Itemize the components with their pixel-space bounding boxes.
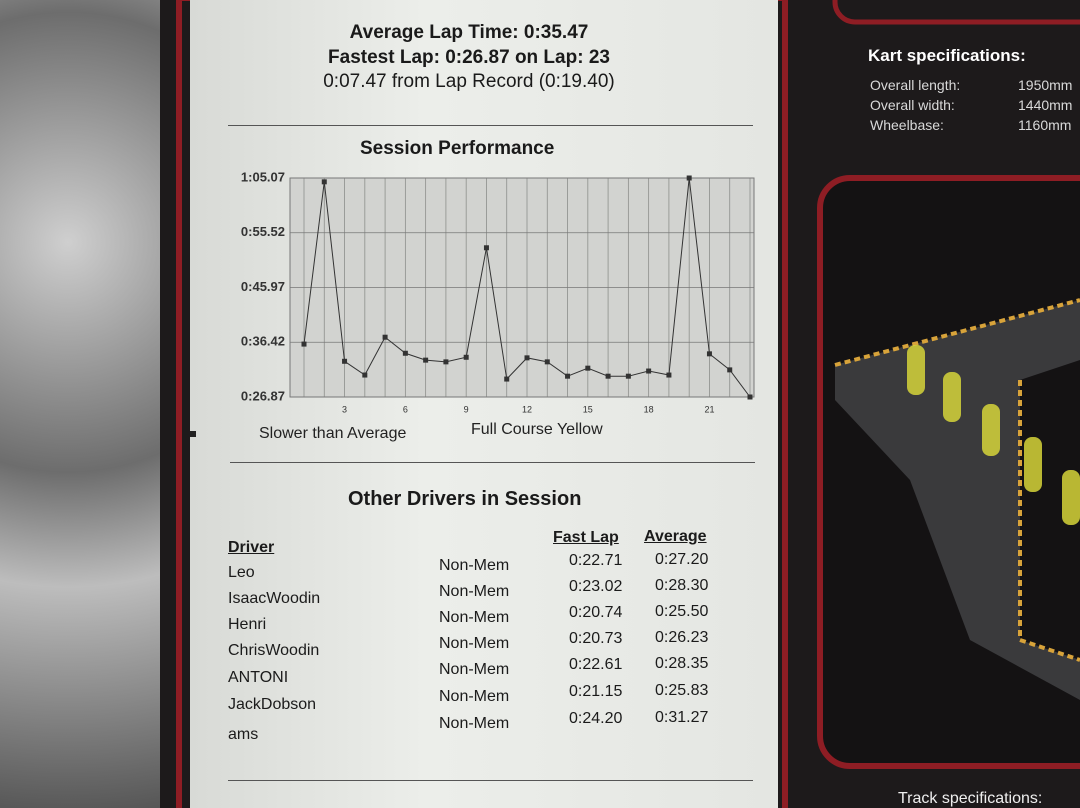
spec-label: Wheelbase:	[870, 117, 944, 133]
spec-value: 1950mm	[1018, 77, 1073, 93]
y-tick-label: 0:26.87	[241, 388, 285, 403]
membership: Non-Mem	[439, 688, 510, 705]
data-point	[706, 351, 712, 357]
average: 0:26.23	[655, 629, 709, 646]
fast-lap: 0:20.73	[569, 630, 623, 647]
data-point	[646, 368, 652, 374]
rule	[228, 780, 753, 781]
pillar	[1062, 470, 1080, 525]
fast-lap: 0:21.15	[569, 683, 623, 700]
average: 0:31.27	[655, 709, 709, 726]
rule	[230, 462, 755, 463]
x-tick-label: 6	[403, 404, 408, 414]
membership: Non-Mem	[439, 661, 510, 678]
driver-name: IsaacWoodin	[228, 590, 321, 607]
marker	[190, 431, 196, 437]
column-header: Driver	[228, 539, 275, 556]
data-point	[342, 358, 348, 364]
y-tick-label: 0:45.97	[241, 279, 285, 294]
column-header: Fast Lap	[553, 529, 619, 546]
pillar	[982, 404, 1000, 456]
y-tick-label: 0:55.52	[241, 224, 285, 239]
driver-name: Leo	[228, 564, 255, 581]
spec-label: Overall length:	[870, 77, 961, 93]
average: 0:28.30	[655, 577, 709, 594]
kart-title: Kart specifications:	[868, 46, 1026, 65]
data-point	[504, 376, 510, 382]
membership: Non-Mem	[439, 557, 510, 574]
driver-name: Henri	[228, 616, 267, 633]
data-point	[666, 372, 672, 378]
spec-label: Overall width:	[870, 97, 955, 113]
track-title: Track specifications:	[898, 790, 1043, 807]
data-point	[402, 350, 408, 356]
fastest-lap: Fastest Lap: 0:26.87 on Lap: 23	[328, 47, 610, 68]
paper	[190, 0, 778, 808]
data-point	[524, 355, 530, 361]
spec-value: 1440mm	[1018, 97, 1073, 113]
data-point	[686, 175, 692, 181]
fast-lap: 0:24.20	[569, 710, 623, 727]
data-point	[362, 372, 368, 378]
data-point	[565, 373, 571, 379]
x-tick-label: 21	[704, 404, 714, 414]
average: 0:27.20	[655, 551, 709, 568]
driver-name: JackDobson	[228, 696, 317, 713]
x-tick-label: 9	[464, 404, 469, 414]
membership: Non-Mem	[439, 609, 510, 626]
data-point	[382, 334, 388, 340]
pillar	[907, 345, 925, 395]
data-point	[544, 359, 550, 365]
chart-title: Session Performance	[360, 138, 555, 159]
track-graphic	[817, 0, 1080, 769]
membership: Non-Mem	[439, 715, 510, 732]
data-point	[747, 394, 753, 400]
driver-name: ANTONI	[228, 669, 289, 686]
legend-item: Slower than Average	[259, 425, 407, 442]
average: 0:28.35	[655, 655, 709, 672]
background	[0, 0, 170, 808]
lap-record: 0:07.47 from Lap Record (0:19.40)	[323, 71, 615, 92]
data-point	[321, 179, 327, 185]
x-tick-label: 12	[522, 404, 532, 414]
pillar	[1024, 437, 1042, 492]
data-point	[727, 367, 733, 373]
fast-lap: 0:22.71	[569, 552, 623, 569]
membership: Non-Mem	[439, 583, 510, 600]
average: 0:25.83	[655, 682, 709, 699]
driver-name: ams	[228, 726, 259, 743]
data-point	[443, 359, 449, 365]
y-tick-label: 1:05.07	[241, 169, 285, 184]
average-lap: Average Lap Time: 0:35.47	[349, 22, 589, 43]
pillar	[943, 372, 961, 422]
driver-name: ChrisWoodin	[228, 642, 320, 659]
spec-value: 1160mm	[1018, 117, 1072, 133]
average: 0:25.50	[655, 603, 709, 620]
y-tick-label: 0:36.42	[241, 334, 285, 349]
frame	[832, 0, 1080, 25]
column-header: Average	[644, 528, 707, 545]
legend-item: Full Course Yellow	[471, 421, 603, 438]
x-tick-label: 18	[644, 404, 654, 414]
data-point	[605, 373, 611, 379]
data-point	[463, 354, 469, 360]
data-point	[423, 357, 429, 363]
fast-lap: 0:23.02	[569, 578, 623, 595]
data-point	[301, 341, 307, 347]
data-point	[483, 245, 489, 251]
membership: Non-Mem	[439, 635, 510, 652]
x-tick-label: 15	[583, 404, 593, 414]
kerb	[834, 298, 1080, 662]
fast-lap: 0:22.61	[569, 656, 623, 673]
chart: 0:26.87 0:36.42 0:45.97 0:55.52 1:05.07 3 6 9 12…	[241, 169, 755, 414]
rule	[228, 125, 753, 126]
table-title: Other Drivers in Session	[348, 488, 582, 510]
data-point	[585, 365, 591, 371]
fast-lap: 0:20.74	[569, 604, 623, 621]
x-tick-label: 3	[342, 404, 347, 414]
data-point	[625, 373, 631, 379]
